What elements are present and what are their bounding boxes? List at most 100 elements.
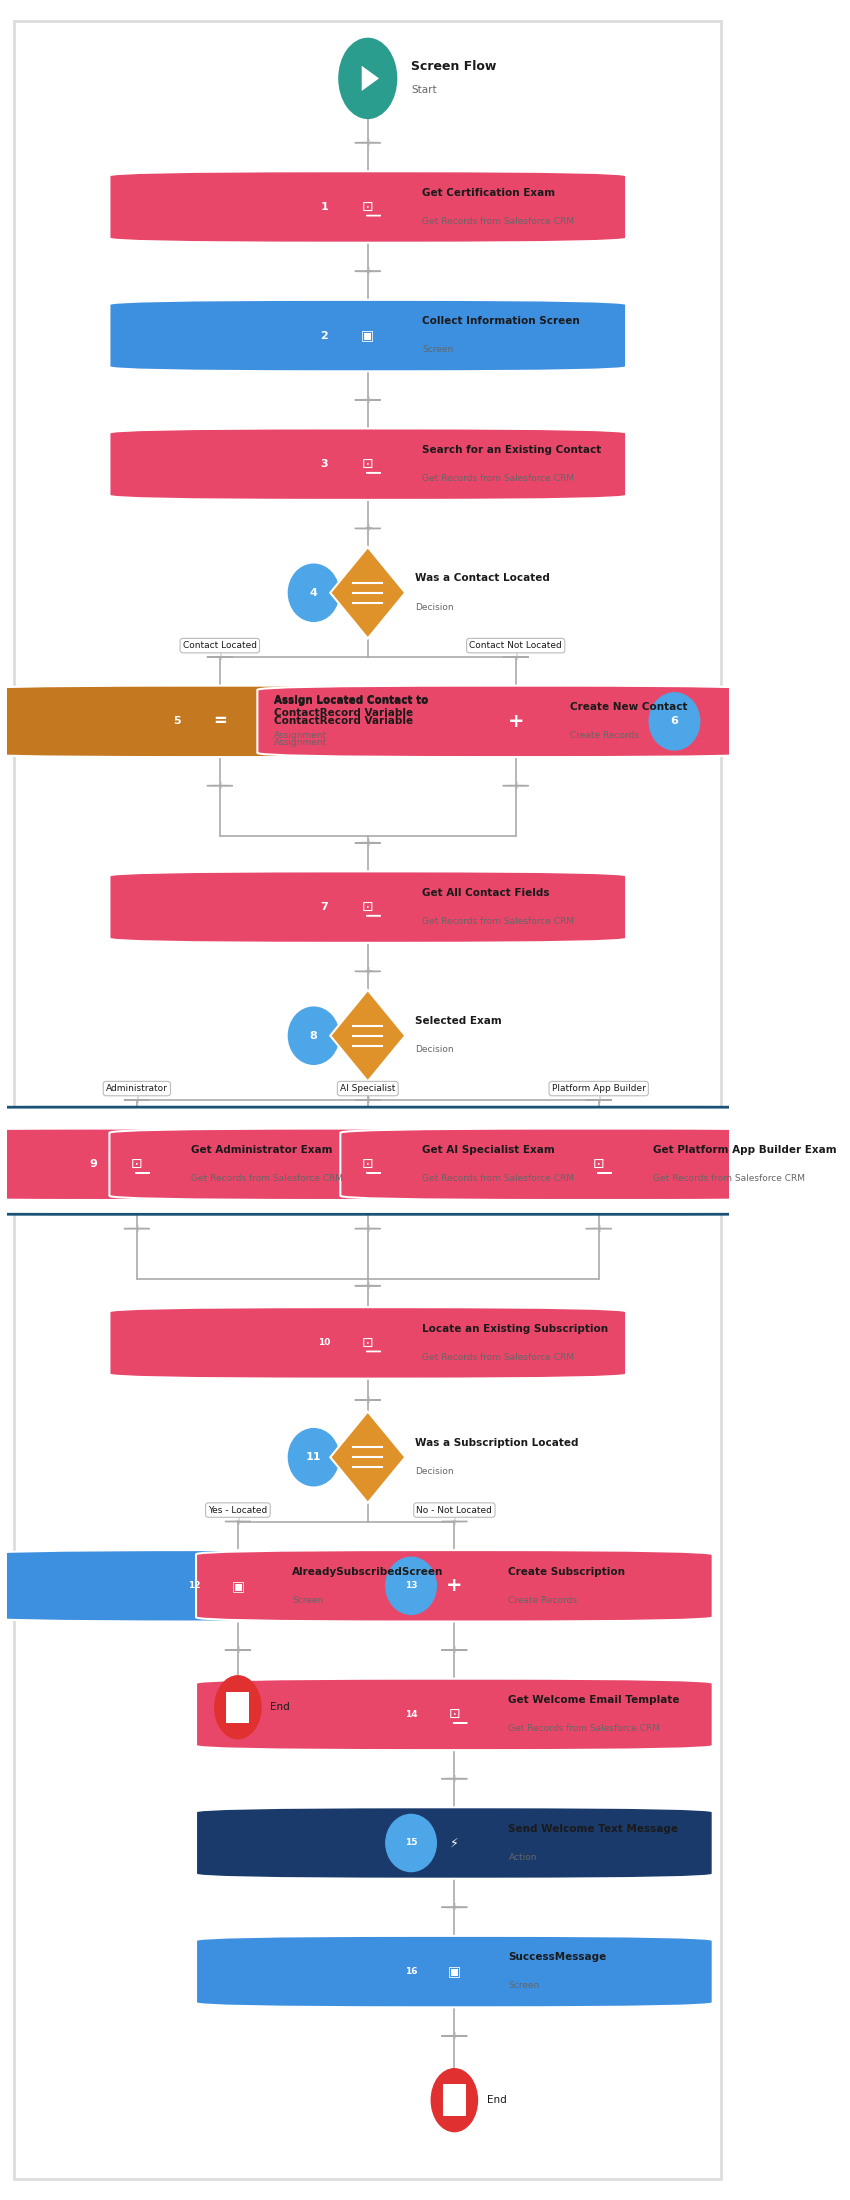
Text: Get Records from Salesforce CRM: Get Records from Salesforce CRM — [422, 1353, 574, 1362]
Text: +: + — [364, 139, 371, 147]
Text: ⊡: ⊡ — [362, 1157, 374, 1170]
Text: +: + — [133, 1096, 141, 1104]
Text: Get All Contact Fields: Get All Contact Fields — [422, 889, 549, 898]
Text: Decision: Decision — [415, 603, 453, 612]
Text: Get Certification Exam: Get Certification Exam — [422, 187, 555, 198]
Text: Get Records from Salesforce CRM: Get Records from Salesforce CRM — [653, 1175, 805, 1184]
Text: Was a Contact Located: Was a Contact Located — [415, 574, 550, 583]
Text: 5: 5 — [173, 717, 180, 726]
Text: Collect Information Screen: Collect Information Screen — [422, 317, 580, 326]
Text: Get Records from Salesforce CRM: Get Records from Salesforce CRM — [422, 218, 574, 227]
Text: Get Records from Salesforce CRM: Get Records from Salesforce CRM — [508, 1725, 660, 1734]
Text: +: + — [364, 838, 371, 847]
Text: +: + — [595, 1096, 603, 1104]
Ellipse shape — [385, 1943, 437, 2000]
Text: ▣: ▣ — [361, 328, 374, 343]
Text: ContactRecord Variable: ContactRecord Variable — [274, 717, 413, 726]
Text: ⊡: ⊡ — [362, 200, 374, 213]
FancyBboxPatch shape — [0, 1129, 395, 1199]
Text: +: + — [216, 651, 224, 662]
Text: +: + — [595, 1223, 603, 1234]
Text: 3: 3 — [320, 460, 328, 469]
Text: Get Records from Salesforce CRM: Get Records from Salesforce CRM — [191, 1175, 343, 1184]
Text: ⊡: ⊡ — [362, 900, 374, 915]
Text: Create Subscription: Create Subscription — [508, 1566, 626, 1577]
Ellipse shape — [215, 1676, 261, 1738]
Ellipse shape — [298, 178, 350, 235]
Text: ⊡: ⊡ — [449, 1707, 460, 1720]
Text: 11: 11 — [306, 1452, 321, 1463]
Polygon shape — [331, 548, 405, 638]
Text: Assignment: Assignment — [274, 739, 327, 748]
Text: Create Records: Create Records — [508, 1595, 577, 1604]
Text: End: End — [270, 1703, 290, 1712]
Ellipse shape — [298, 436, 350, 493]
Text: Get Administrator Exam: Get Administrator Exam — [191, 1144, 332, 1155]
Ellipse shape — [339, 37, 397, 119]
Text: +: + — [234, 1516, 242, 1527]
FancyBboxPatch shape — [258, 686, 774, 757]
Text: 12: 12 — [189, 1582, 201, 1591]
Ellipse shape — [386, 1558, 436, 1615]
Text: ⊡: ⊡ — [362, 1335, 374, 1351]
Text: ⊡: ⊡ — [362, 458, 374, 471]
Ellipse shape — [288, 563, 339, 620]
Text: +: + — [446, 1577, 462, 1595]
Text: SuccessMessage: SuccessMessage — [508, 1951, 607, 1962]
FancyBboxPatch shape — [340, 1129, 850, 1199]
Ellipse shape — [150, 693, 202, 750]
Text: Get Platform App Builder Exam: Get Platform App Builder Exam — [653, 1144, 836, 1155]
Text: +: + — [450, 1773, 458, 1784]
Text: +: + — [364, 394, 371, 405]
Text: 10: 10 — [318, 1338, 331, 1346]
Text: +: + — [364, 966, 371, 977]
Text: Get Records from Salesforce CRM: Get Records from Salesforce CRM — [422, 1175, 574, 1184]
Text: +: + — [450, 1646, 458, 1654]
Text: 14: 14 — [405, 1709, 417, 1718]
Text: +: + — [133, 1223, 141, 1234]
FancyBboxPatch shape — [110, 1307, 626, 1379]
FancyBboxPatch shape — [196, 1936, 712, 2006]
FancyBboxPatch shape — [110, 299, 626, 372]
Text: AI Specialist: AI Specialist — [340, 1085, 395, 1093]
Text: Yes - Located: Yes - Located — [208, 1505, 268, 1514]
Text: ▣: ▣ — [231, 1580, 245, 1593]
Polygon shape — [331, 990, 405, 1082]
FancyBboxPatch shape — [110, 1129, 626, 1199]
Text: Screen Flow: Screen Flow — [411, 59, 496, 73]
Text: Selected Exam: Selected Exam — [415, 1016, 502, 1027]
Text: +: + — [364, 1395, 371, 1406]
Ellipse shape — [67, 1135, 120, 1192]
Text: Was a Subscription Located: Was a Subscription Located — [415, 1439, 578, 1448]
Text: +: + — [450, 1516, 458, 1527]
Text: Send Welcome Text Message: Send Welcome Text Message — [508, 1824, 678, 1835]
Text: +: + — [450, 2031, 458, 2042]
FancyBboxPatch shape — [0, 1551, 496, 1621]
Text: Assign Located Contact to
ContactRecord Variable: Assign Located Contact to ContactRecord … — [274, 695, 428, 717]
Text: Screen: Screen — [292, 1595, 323, 1604]
Text: Locate an Existing Subscription: Locate an Existing Subscription — [422, 1324, 608, 1333]
Text: +: + — [507, 713, 524, 730]
Text: Get Welcome Email Template: Get Welcome Email Template — [508, 1696, 680, 1705]
Text: Platform App Builder: Platform App Builder — [552, 1085, 646, 1093]
Text: Contact Located: Contact Located — [183, 640, 257, 651]
Ellipse shape — [298, 308, 350, 365]
Text: AlreadySubscribedScreen: AlreadySubscribedScreen — [292, 1566, 444, 1577]
FancyBboxPatch shape — [0, 686, 479, 757]
Text: Contact Not Located: Contact Not Located — [469, 640, 562, 651]
Text: Start: Start — [411, 86, 437, 95]
Text: Decision: Decision — [415, 1467, 453, 1476]
Text: Decision: Decision — [415, 1045, 453, 1054]
FancyBboxPatch shape — [110, 172, 626, 242]
Ellipse shape — [385, 1685, 437, 1742]
Text: +: + — [364, 524, 371, 532]
Text: 6: 6 — [671, 717, 678, 726]
FancyBboxPatch shape — [196, 1551, 712, 1621]
FancyBboxPatch shape — [226, 1692, 249, 1723]
Text: Action: Action — [508, 1852, 537, 1861]
Text: =: = — [212, 713, 227, 730]
Text: Administrator: Administrator — [106, 1085, 167, 1093]
Text: 9: 9 — [89, 1159, 98, 1168]
Text: +: + — [364, 266, 371, 277]
FancyBboxPatch shape — [110, 871, 626, 944]
